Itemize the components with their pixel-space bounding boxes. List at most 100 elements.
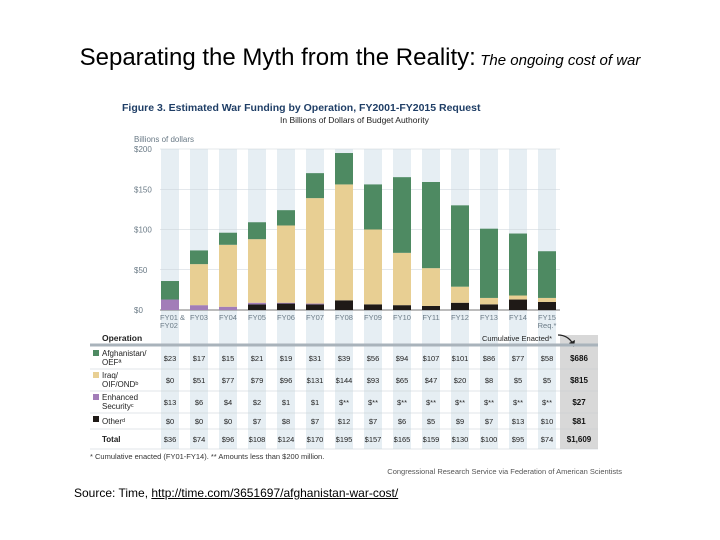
table-cell: $36 <box>164 435 177 444</box>
table-cell: $** <box>542 398 552 407</box>
x-tick-label: FY12 <box>451 313 469 322</box>
bar-enhanced_security <box>306 303 324 305</box>
table-cell: $47 <box>425 376 438 385</box>
table-cell: $4 <box>224 398 232 407</box>
bar-iraq <box>306 198 324 304</box>
slide-title: Separating the Myth from the Reality: Th… <box>0 44 720 72</box>
table-cell: $2 <box>253 398 261 407</box>
slide-title-sub: The ongoing cost of war <box>480 52 641 69</box>
table-cell: $13 <box>512 417 525 426</box>
chart-subtitle: In Billions of Dollars of Budget Authori… <box>280 115 430 125</box>
bar-other <box>538 301 556 310</box>
table-cell: $0 <box>166 417 174 426</box>
row-label-afghanistan: Afghanistan/ <box>102 349 147 358</box>
bar-enhanced_security <box>161 299 179 310</box>
legend-swatch-enhanced_security <box>93 394 99 400</box>
bar-other <box>422 305 440 310</box>
bar-afghanistan <box>248 222 266 240</box>
bar-other <box>480 304 498 310</box>
table-cell: $101 <box>452 354 469 363</box>
table-cell: $65 <box>396 376 409 385</box>
bar-other <box>277 303 295 310</box>
bar-iraq <box>538 297 556 302</box>
table-cell: $7 <box>311 417 319 426</box>
table-cell: $7 <box>253 417 261 426</box>
table-cell: $21 <box>251 354 264 363</box>
bar-iraq <box>480 297 498 305</box>
bar-afghanistan <box>422 182 440 269</box>
table-cell: $79 <box>251 376 264 385</box>
bar-afghanistan <box>306 173 324 199</box>
table-cell: $** <box>397 398 407 407</box>
bar-other <box>335 300 353 310</box>
table-cell: $0 <box>166 376 174 385</box>
table-cell: $12 <box>338 417 351 426</box>
table-cell: $170 <box>307 435 324 444</box>
table-cell: $0 <box>195 417 203 426</box>
chart-title: Figure 3. Estimated War Funding by Opera… <box>122 102 481 114</box>
bar-iraq <box>422 268 440 306</box>
table-cell: $10 <box>541 417 554 426</box>
table-cell: $74 <box>193 435 206 444</box>
table-cell: $** <box>426 398 436 407</box>
table-cell: $15 <box>222 354 235 363</box>
table-cell: $31 <box>309 354 322 363</box>
table-cell: $100 <box>481 435 498 444</box>
bar-enhanced_security <box>219 306 237 310</box>
table-cell: $74 <box>541 435 554 444</box>
bar-afghanistan <box>190 250 208 265</box>
legend-swatch-other <box>93 416 99 422</box>
table-cell: $7 <box>369 417 377 426</box>
bar-other <box>509 299 527 310</box>
table-cell: $7 <box>485 417 493 426</box>
source-line: Source: Time, http://time.com/3651697/af… <box>74 486 398 500</box>
cumulative-cell: $815 <box>570 376 588 385</box>
bar-other <box>364 304 382 310</box>
table-cell: $56 <box>367 354 380 363</box>
table-cell: $17 <box>193 354 206 363</box>
table-cell: $108 <box>249 435 266 444</box>
bar-other <box>393 305 411 310</box>
table-cell: $6 <box>195 398 203 407</box>
table-cell: $144 <box>336 376 353 385</box>
chart-footnote: * Cumulative enacted (FY01-FY14). ** Amo… <box>90 452 324 461</box>
table-cell: $130 <box>452 435 469 444</box>
bar-afghanistan <box>335 153 353 185</box>
table-cell: $** <box>484 398 494 407</box>
row-label-enhanced_security-line2: Securityᶜ <box>102 402 134 411</box>
table-cell: $20 <box>454 376 467 385</box>
table-cell: $77 <box>512 354 525 363</box>
table-cell: $8 <box>485 376 493 385</box>
bar-iraq <box>219 244 237 307</box>
legend-swatch-afghanistan <box>93 350 99 356</box>
table-cell: $159 <box>423 435 440 444</box>
table-cell: $124 <box>278 435 295 444</box>
y-axis-label: Billions of dollars <box>134 135 194 144</box>
table-cell: $5 <box>427 417 435 426</box>
table-cell: $1 <box>311 398 319 407</box>
cumulative-cell: $1,609 <box>567 435 592 444</box>
y-tick-label: $200 <box>134 145 152 154</box>
table-cell: $94 <box>396 354 409 363</box>
bar-afghanistan <box>219 232 237 245</box>
table-cell: $86 <box>483 354 496 363</box>
bar-other <box>248 304 266 310</box>
cumulative-cell: $81 <box>572 417 586 426</box>
x-tick-label: FY10 <box>393 313 411 322</box>
chart-figure: Figure 3. Estimated War Funding by Opera… <box>82 97 628 481</box>
war-funding-chart: Figure 3. Estimated War Funding by Opera… <box>90 102 622 476</box>
bar-afghanistan <box>393 177 411 253</box>
source-link[interactable]: http://time.com/3651697/afghanistan-war-… <box>151 486 399 500</box>
bar-iraq <box>335 184 353 301</box>
x-tick-label: FY15 <box>538 313 556 322</box>
x-tick-label: FY04 <box>219 313 237 322</box>
source-prefix: Source: Time, <box>74 486 152 500</box>
bar-afghanistan <box>364 184 382 230</box>
bar-iraq <box>393 252 411 306</box>
table-cell: $13 <box>164 398 177 407</box>
x-tick-label: FY01 & <box>160 313 185 322</box>
cumulative-cell: $27 <box>572 398 586 407</box>
bar-afghanistan <box>451 205 469 287</box>
table-header-label: Operation <box>102 333 142 343</box>
cumulative-cell: $686 <box>570 354 588 363</box>
